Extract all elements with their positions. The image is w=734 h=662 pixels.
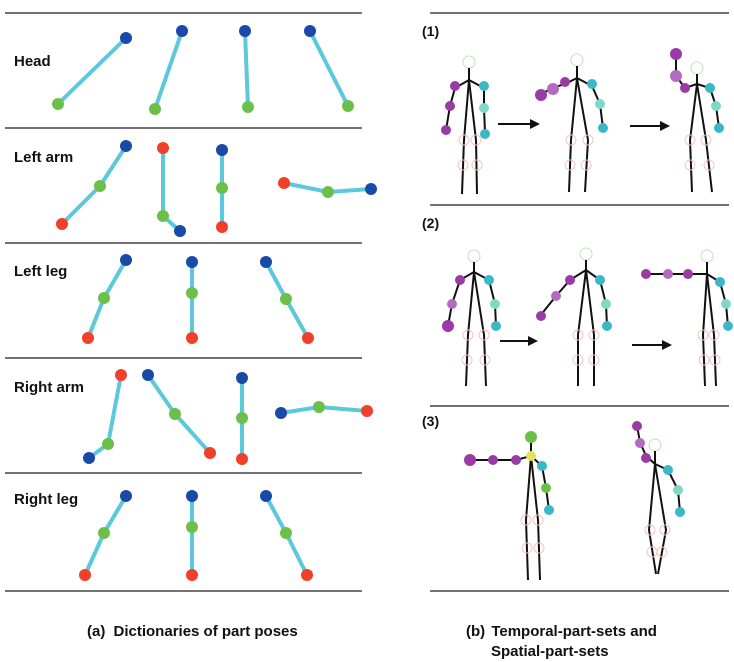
panel-label-1: (1) [422,23,439,39]
head-pose [149,25,188,115]
right-leg-pose [186,490,198,581]
left-arm-pose [278,177,377,198]
skeleton-figure [536,247,612,386]
arrow-right-icon [500,336,538,346]
skeleton-figure [641,249,733,387]
row-label-right-leg: Right leg [14,491,78,508]
skeleton-figure [442,249,501,387]
arrow-right-icon [632,340,672,350]
caption-right-prefix: (b) [466,623,485,640]
row-label-right-arm: Right arm [14,379,84,396]
part-sets-panel: (1) (2) (3) [422,12,733,592]
caption-right-line2: Spatial-part-sets [491,643,609,660]
skeleton-figure [632,421,685,575]
right-arm-pose [142,369,216,459]
panel-label-2: (2) [422,215,439,231]
caption-right: (b) Temporal-part-sets and Spatial-part-… [466,623,657,660]
head-pose [239,25,254,113]
arrow-right-icon [498,119,540,129]
skeleton-figure [535,53,608,193]
right-leg-pose [79,490,132,581]
head-pose [304,25,354,112]
caption-left-text: Dictionaries of part poses [114,623,298,640]
svg-text:(b) Temporal-part-sets a: (b) Temporal-part-sets and [466,623,657,640]
left-arm-pose [157,142,186,237]
panel-label-3: (3) [422,413,439,429]
caption-left-prefix: (a) [87,623,105,640]
row-label-left-arm: Left arm [14,149,73,166]
head-pose [52,32,132,110]
row-label-left-leg: Left leg [14,263,67,280]
right-arm-pose [275,401,373,419]
left-arm-pose [216,144,228,233]
skeleton-figure [441,55,490,195]
left-leg-pose [186,256,198,344]
right-arm-pose [83,369,127,464]
left-leg-pose [260,256,314,344]
left-arm-pose [56,140,132,230]
skeleton-figure [464,431,554,581]
caption-left: (a) Dictionaries of part poses [87,623,298,640]
skeleton-figure [670,48,724,193]
arrow-right-icon [630,121,670,131]
part-dictionaries-panel: Head Left arm Left leg Right arm Right l… [5,12,377,592]
svg-text:(a) Dictionaries of part: (a) Dictionaries of part poses [87,623,298,640]
left-leg-pose [82,254,132,344]
right-arm-pose [236,372,248,465]
caption-right-line1: Temporal-part-sets and [491,623,657,640]
right-leg-pose [260,490,313,581]
row-label-head: Head [14,53,51,70]
